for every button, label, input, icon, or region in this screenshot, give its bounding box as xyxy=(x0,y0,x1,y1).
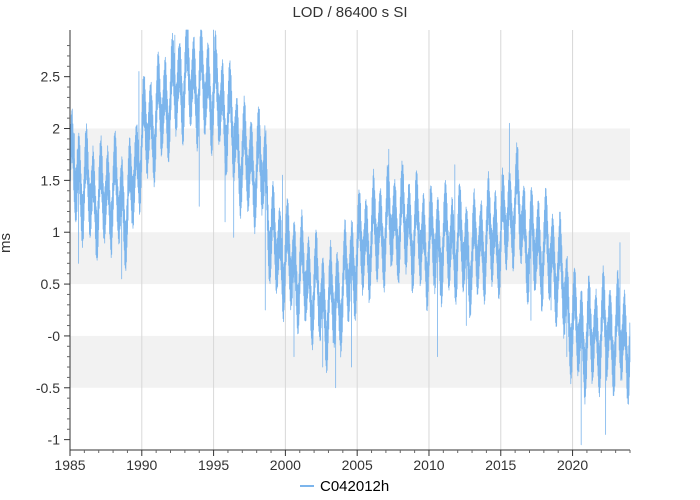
y-axis-label: ms xyxy=(0,233,14,253)
axes xyxy=(69,30,630,451)
y-tick-label: 2.5 xyxy=(41,69,61,85)
x-tick-label: 2010 xyxy=(413,457,444,473)
y-tick-label: 1 xyxy=(52,224,60,240)
x-tick-label: 2000 xyxy=(270,457,301,473)
x-tick-label: 2015 xyxy=(485,457,516,473)
series-line-C042012h[interactable] xyxy=(69,29,631,446)
y-tick-label: -1 xyxy=(48,432,61,448)
legend[interactable]: C042012h xyxy=(300,478,389,495)
y-tick-label: 0.5 xyxy=(41,276,61,292)
x-ticks: 1985 1990 1995 2000 2005 2010 2015 2020 xyxy=(54,450,631,473)
y-ticks: -1 -0.5 -0 0.5 1 1.5 2 2.5 xyxy=(36,45,70,448)
y-tick-label: 1.5 xyxy=(41,172,61,188)
y-tick-label: -0.5 xyxy=(36,380,60,396)
x-tick-label: 1990 xyxy=(126,457,157,473)
y-tick-label: -0 xyxy=(48,328,61,344)
x-tick-label: 1985 xyxy=(54,457,85,473)
legend-label: C042012h xyxy=(320,478,389,495)
plot-band xyxy=(70,335,630,388)
chart-title: LOD / 86400 s SI xyxy=(292,4,407,21)
x-tick-label: 2005 xyxy=(342,457,373,473)
plot-band xyxy=(70,128,630,181)
y-tick-label: 2 xyxy=(52,121,60,137)
x-tick-label: 1995 xyxy=(198,457,229,473)
x-tick-label: 2020 xyxy=(557,457,588,473)
plot-area xyxy=(69,29,631,446)
